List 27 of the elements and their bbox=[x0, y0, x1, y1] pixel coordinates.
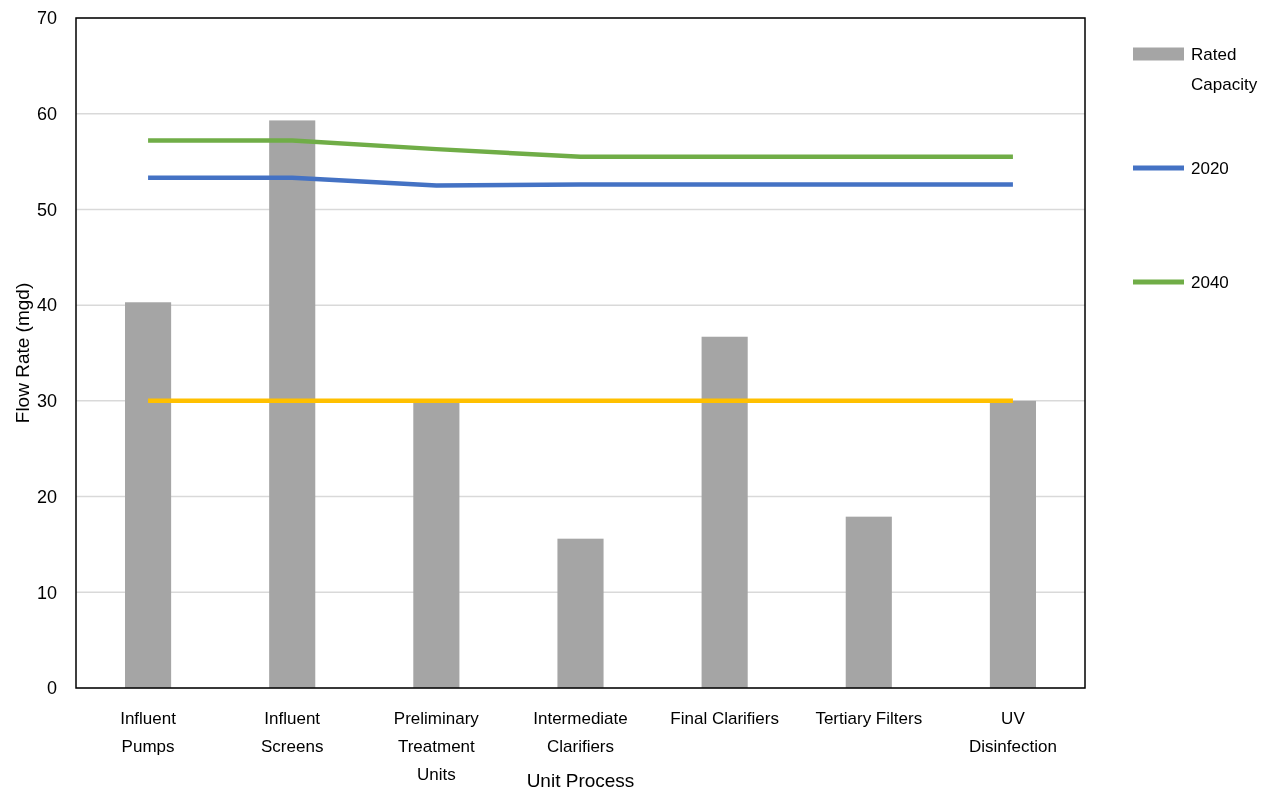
bar bbox=[413, 400, 460, 688]
y-tick-label: 40 bbox=[36, 295, 57, 316]
x-tick-label: Final Clarifiers bbox=[670, 709, 779, 728]
y-tick-label: 20 bbox=[36, 486, 57, 507]
y-axis-title: Flow Rate (mgd) bbox=[11, 282, 33, 424]
bar bbox=[989, 400, 1036, 688]
y-tick-label: 30 bbox=[36, 391, 57, 412]
legend-label: 2020 bbox=[1191, 159, 1229, 178]
bar bbox=[701, 336, 748, 688]
x-tick-label: UV Disinfection bbox=[968, 709, 1057, 756]
y-tick-label: 10 bbox=[36, 582, 57, 603]
y-tick-label: 0 bbox=[46, 678, 57, 699]
bar bbox=[125, 302, 172, 688]
x-tick-label: Influent Pumps bbox=[120, 709, 177, 756]
legend-label: 2040 bbox=[1191, 273, 1229, 292]
y-tick-label: 60 bbox=[36, 104, 57, 125]
bar bbox=[557, 538, 604, 688]
y-tick-label: 70 bbox=[36, 8, 57, 29]
legend-label: Rated Capacity bbox=[1191, 45, 1258, 94]
bar bbox=[845, 516, 892, 688]
x-tick-label: Preliminary Treatment Units bbox=[393, 709, 480, 784]
x-tick-label: Influent Screens bbox=[261, 709, 324, 756]
bar bbox=[269, 120, 316, 688]
x-axis-title: Unit Process bbox=[526, 770, 635, 791]
x-tick-label: Intermediate Clarifiers bbox=[533, 709, 628, 756]
y-tick-label: 50 bbox=[36, 199, 57, 220]
x-tick-label: Tertiary Filters bbox=[815, 709, 923, 728]
